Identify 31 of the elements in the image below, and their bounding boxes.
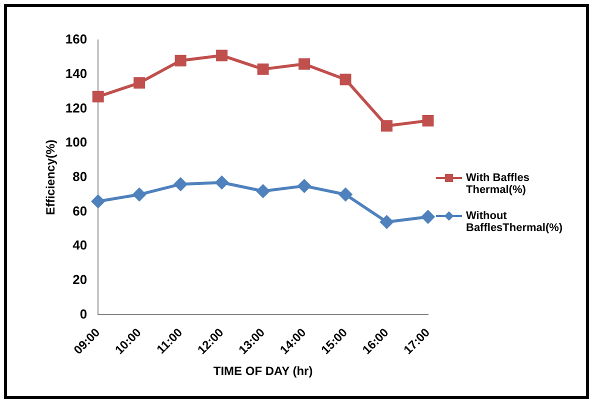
point [174,178,188,191]
point [132,188,146,202]
point [422,114,434,126]
y-tick-label: 100 [65,134,88,150]
legend-label: Without BafflesThermal(%) [466,210,564,234]
y-axis-title: Efficiency(%) [44,140,58,216]
y-tick-label: 140 [65,66,88,81]
y-tick-label: 20 [72,272,88,287]
point [422,210,434,224]
point [380,216,394,228]
y-tick-label: 80 [72,168,88,184]
y-tick-label: 40 [72,238,88,253]
point [92,194,105,208]
y-tick-label: 60 [72,203,88,218]
point [256,184,270,198]
x-axis-title: TIME OF DAY (hr) [213,364,313,378]
point [215,176,228,190]
point [381,120,393,132]
point [174,54,186,66]
y-tick-label: 0 [80,306,88,322]
point [340,74,352,86]
point [298,58,310,70]
point [257,63,269,75]
point [92,90,104,102]
point [339,188,352,202]
point [134,77,146,89]
y-tick-label: 160 [65,32,88,47]
y-tick-label: 120 [65,100,88,116]
legend-label: With Baffles Thermal(%) [466,172,530,196]
point [298,179,311,192]
point [216,50,228,62]
